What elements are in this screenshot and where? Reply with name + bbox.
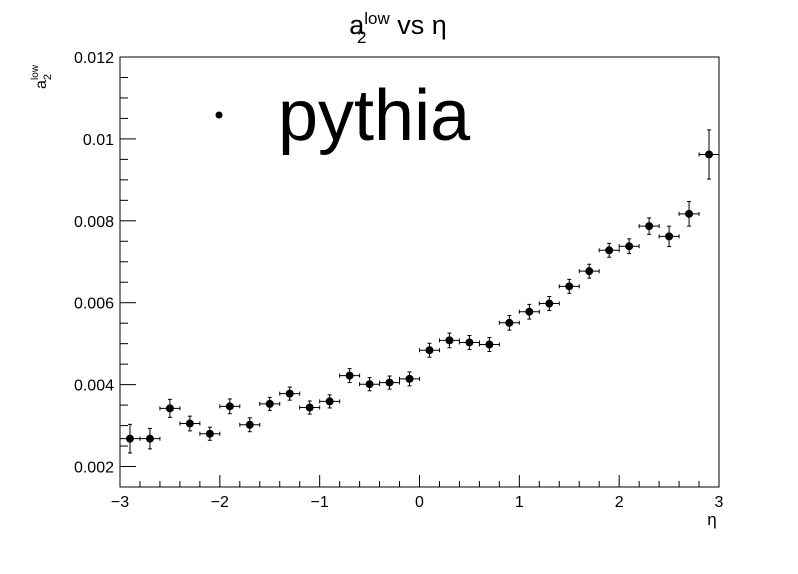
legend-label: pythia (278, 76, 471, 156)
y-tick-label: 0.004 (74, 378, 114, 395)
data-point (445, 336, 454, 345)
y-axis: 0.002 0.004 0.006 0.008 0.01 0.012 (74, 50, 136, 488)
data-point (305, 403, 314, 412)
y-tick-label: 0.002 (74, 460, 114, 477)
title-sub: 2 (357, 28, 366, 47)
ylabel-sub: 2 (42, 74, 54, 80)
x-tick-label: 1 (515, 494, 524, 511)
data-point (505, 318, 514, 327)
svg-text:a2low: a2low (30, 64, 54, 89)
x-tick-label: −3 (111, 494, 129, 511)
data-point (165, 404, 174, 413)
data-point (145, 434, 154, 443)
title-rest: vs η (390, 10, 447, 40)
data-point (665, 232, 674, 241)
data-point (265, 399, 274, 408)
y-tick-label: 0.012 (74, 50, 114, 67)
title-base: a (349, 10, 365, 40)
data-point (545, 299, 554, 308)
title-sup: low (364, 9, 390, 28)
data-point (325, 397, 334, 406)
y-tick-label: 0.01 (83, 132, 114, 149)
data-point (385, 378, 394, 387)
data-series (119, 129, 720, 454)
data-point (485, 340, 494, 349)
data-point (405, 374, 414, 383)
x-tick-label: −2 (211, 494, 229, 511)
legend-marker (215, 111, 223, 119)
data-point (705, 150, 714, 159)
data-point (685, 209, 694, 218)
data-point (205, 429, 214, 438)
x-tick-label: 0 (415, 494, 424, 511)
data-point (565, 282, 574, 291)
x-axis-title: η (707, 510, 716, 529)
chart-title: alow vs η (349, 9, 447, 40)
data-point (585, 267, 594, 276)
x-tick-label: 3 (715, 494, 724, 511)
data-point (425, 346, 434, 355)
data-point (245, 420, 254, 429)
y-axis-title: a2low (30, 64, 54, 89)
y-tick-label: 0.008 (74, 214, 114, 231)
data-point (225, 402, 234, 411)
data-point (605, 246, 614, 255)
legend: pythia (215, 76, 471, 156)
ylabel-sup: low (30, 64, 41, 80)
data-point (525, 307, 534, 316)
x-axis: −3 −2 −1 0 1 2 3 (111, 475, 724, 511)
data-point (185, 419, 194, 428)
data-point (465, 338, 474, 347)
x-tick-label: −1 (311, 494, 329, 511)
x-tick-label: 2 (615, 494, 624, 511)
data-point (625, 242, 634, 251)
data-point (365, 380, 374, 389)
data-point (645, 222, 654, 231)
data-point (285, 389, 294, 398)
ylabel-base: a (33, 80, 50, 89)
y-tick-label: 0.006 (74, 296, 114, 313)
data-point (345, 371, 354, 380)
data-point (125, 434, 134, 443)
